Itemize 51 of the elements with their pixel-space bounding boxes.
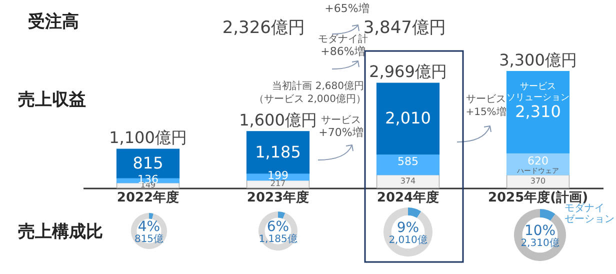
data-label: 2,010 xyxy=(385,108,431,128)
data-label: 6% xyxy=(266,219,290,235)
data-label: 4% xyxy=(138,219,160,235)
total-label: 1,100億円 xyxy=(109,128,187,148)
data-label: 10% xyxy=(524,223,556,239)
bar xyxy=(376,174,440,188)
annotation: サービス xyxy=(321,115,361,126)
text: 2,310億 xyxy=(520,237,560,249)
data-label: 370 xyxy=(530,176,546,186)
series-label: サービスソリューション xyxy=(506,81,570,104)
text: +86%増 xyxy=(320,45,366,58)
donut-slice xyxy=(131,213,167,249)
text: 受注高 xyxy=(28,12,79,32)
text: 売上構成比 xyxy=(18,222,103,242)
x-tick-label: 2022年度 xyxy=(116,190,180,206)
annotation: 当初計画 2,680億円 xyxy=(272,80,364,92)
bar xyxy=(376,154,440,176)
x-tick-label: 2024年度 xyxy=(376,190,440,206)
data-label: 2,310 xyxy=(515,102,561,122)
donut-slice xyxy=(408,208,422,218)
text: 815億 xyxy=(134,233,164,245)
annotation: 売上収益 xyxy=(18,90,86,110)
text: 2,010億 xyxy=(388,234,428,246)
text: 1,185億 xyxy=(258,233,298,245)
bar xyxy=(506,71,570,154)
annotation: +15%増 xyxy=(466,106,506,118)
text: 2,326億円 xyxy=(222,18,305,38)
annotation: （サービス 2,000億円） xyxy=(254,93,366,105)
text: モダナイ計 xyxy=(318,33,368,45)
data-label: 1,185 xyxy=(255,142,301,162)
data-label: 217 xyxy=(270,179,286,188)
donut-slice xyxy=(149,213,154,220)
bar xyxy=(376,82,440,154)
annotation: サービス xyxy=(466,94,506,105)
data-label: 9% xyxy=(396,220,420,236)
data-label: 585 xyxy=(398,154,418,168)
total-label: 3,300億円 xyxy=(499,50,577,70)
donut-slice xyxy=(514,209,566,261)
slice-label: モダナイゼーション xyxy=(564,202,614,225)
text: +65%増 xyxy=(324,2,370,15)
donut-slice xyxy=(278,212,286,219)
total-label: 1,600億円 xyxy=(239,110,317,130)
donut-slice xyxy=(540,209,556,221)
donut-slice xyxy=(258,212,298,250)
donut-slice xyxy=(384,208,432,256)
data-label: 374 xyxy=(400,176,416,186)
total-label: 2,969億円 xyxy=(369,62,447,82)
data-label: 620 xyxy=(528,154,548,168)
x-tick-label: 2023年度 xyxy=(246,190,310,206)
annotation: +70%増 xyxy=(318,126,364,139)
data-label: 815 xyxy=(132,154,164,173)
